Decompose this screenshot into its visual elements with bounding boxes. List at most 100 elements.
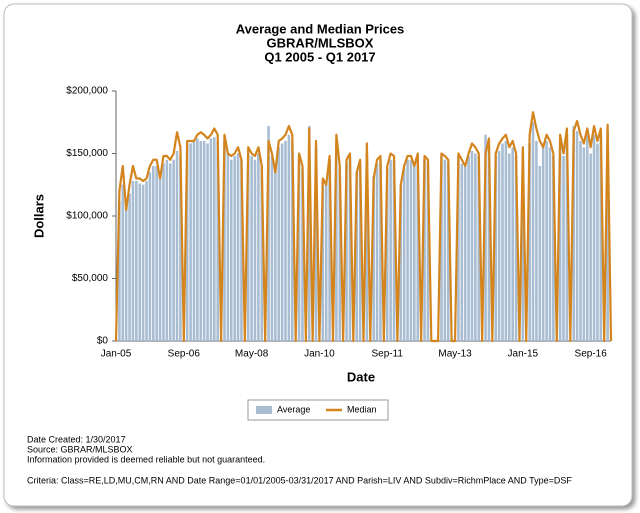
bar (152, 166, 155, 341)
bar (185, 143, 189, 341)
x-tick-label: Sep-06 (168, 349, 201, 360)
chart-period: Q1 2005 - Q1 2017 (264, 49, 375, 64)
footer-line: Source: GBRAR/MLSBOX (27, 444, 133, 454)
bar (307, 126, 311, 341)
bar (162, 163, 165, 341)
bar (301, 168, 304, 341)
bar (192, 141, 196, 341)
bar (487, 147, 491, 341)
bar (409, 159, 413, 341)
bar (165, 159, 169, 341)
bar (202, 141, 206, 341)
bar (507, 153, 511, 341)
bar (538, 166, 542, 341)
bar (494, 156, 498, 341)
bar (196, 138, 199, 341)
legend-label: Median (347, 404, 377, 414)
bar (131, 181, 135, 341)
bar (213, 137, 216, 341)
bar (175, 151, 179, 341)
footer-line: Date Created: 1/30/2017 (27, 434, 126, 444)
bar (521, 153, 525, 341)
x-tick-label: Jan-10 (304, 349, 335, 360)
bar (413, 166, 416, 341)
bar (328, 159, 331, 341)
bar (375, 163, 379, 341)
bar (589, 153, 592, 341)
bar (514, 156, 518, 341)
bar (399, 184, 403, 341)
bar (297, 156, 301, 341)
y-tick-label: $0 (97, 336, 109, 347)
bar (321, 181, 325, 341)
bar (355, 172, 359, 341)
bar (358, 163, 362, 341)
bar (511, 147, 514, 341)
bar (460, 163, 464, 341)
bar (470, 151, 474, 341)
bar (223, 141, 226, 341)
bar (440, 156, 443, 341)
bar (138, 183, 142, 341)
bar (291, 141, 294, 341)
bar (501, 143, 504, 341)
footer-line: Information provided is deemed reliable … (27, 454, 265, 464)
bar (579, 141, 582, 341)
bar (314, 147, 318, 341)
bar (348, 156, 352, 341)
bar (426, 163, 430, 341)
bar (274, 168, 277, 341)
legend-swatch (256, 406, 272, 414)
bar (345, 163, 348, 341)
bar (528, 143, 531, 341)
bar (128, 193, 131, 341)
bar (606, 131, 609, 341)
bar (280, 143, 284, 341)
bar (585, 134, 589, 341)
bar (545, 141, 548, 341)
bar (250, 156, 253, 341)
chart-title: Average and Median Prices (236, 21, 405, 36)
bar (535, 141, 538, 341)
criteria: Criteria: Class=RE,LD,MU,CM,RN AND Date … (27, 475, 572, 485)
bar (168, 163, 172, 341)
bar (338, 168, 342, 341)
bar (233, 156, 236, 341)
bar (474, 153, 477, 341)
bar (246, 153, 250, 341)
bar (270, 156, 274, 341)
bar (562, 156, 565, 341)
bar (572, 126, 575, 341)
bar (179, 156, 182, 341)
chart-subtitle: GBRAR/MLSBOX (267, 35, 374, 50)
bar (287, 134, 291, 341)
bar (504, 141, 508, 341)
bar (531, 122, 535, 341)
x-tick-label: Jan-15 (508, 349, 539, 360)
bar (121, 184, 125, 341)
bar (155, 166, 158, 341)
bar (260, 166, 264, 341)
bar (141, 184, 145, 341)
bar (209, 138, 213, 341)
x-tick-label: Sep-11 (371, 349, 403, 360)
bar (240, 159, 243, 341)
bar (216, 141, 220, 341)
bar (189, 143, 192, 341)
bar (484, 134, 487, 341)
line (114, 111, 613, 343)
bar (392, 159, 396, 341)
bar (592, 134, 596, 341)
bar (443, 159, 447, 341)
bar (575, 131, 579, 341)
bar (541, 143, 545, 341)
bar (365, 153, 369, 341)
bar (324, 184, 328, 341)
bar (229, 159, 233, 341)
bar (463, 166, 467, 341)
bar (548, 147, 552, 341)
y-tick-label: $200,000 (66, 86, 108, 97)
bar (372, 176, 375, 341)
